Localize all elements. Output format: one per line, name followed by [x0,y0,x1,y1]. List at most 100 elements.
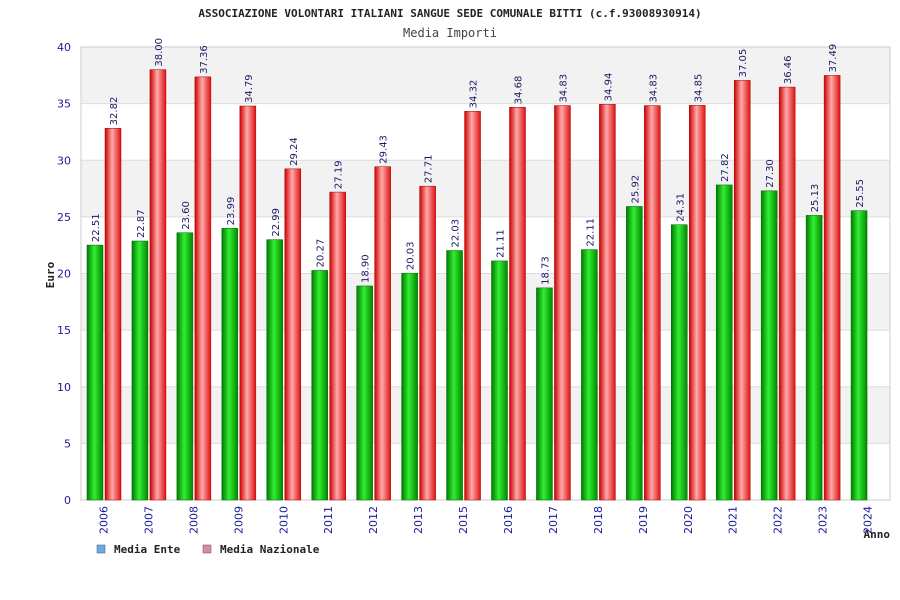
y-tick-label: 0 [64,494,71,507]
x-tick-label: 2013 [412,506,425,534]
x-tick-label: 2010 [277,506,290,534]
data-label: 34.85 [693,74,704,103]
x-tick-label: 2023 [817,506,830,534]
plot-band [81,273,890,331]
bar-media-ente-2021 [715,184,733,501]
data-label: 34.32 [469,80,480,109]
data-label: 34.83 [558,74,569,103]
data-label: 25.55 [855,179,866,208]
y-tick-label: 35 [57,98,71,111]
x-tick-label: 2019 [637,506,650,534]
plot-band [81,443,890,500]
data-label: 23.99 [226,197,237,226]
legend-label-media-nazionale: Media Nazionale [220,543,320,556]
y-axis-label: Euro [44,261,57,288]
x-tick-label: 2009 [232,506,245,534]
data-label: 38.00 [154,38,165,67]
data-label: 18.73 [540,256,551,285]
data-label: 22.51 [91,213,102,242]
bar-media-nazionale-2016 [509,106,526,501]
data-label: 32.82 [109,97,120,126]
plot-band [81,216,890,274]
data-label: 27.82 [720,153,731,182]
bar-media-nazionale-2017 [554,105,571,501]
data-label: 36.46 [783,55,794,84]
plot-band [81,47,890,104]
plot-band [81,330,890,387]
bar-media-ente-2006 [86,244,104,501]
bar-media-nazionale-2015 [464,111,481,501]
data-label: 34.94 [603,73,614,102]
bar-media-ente-2015 [446,250,463,501]
x-tick-label: 2022 [772,506,785,534]
x-tick-label: 2015 [457,506,470,534]
data-labels: 22.51 32.82 22.87 38.00 23.60 37.36 23.99 34.79… [91,38,866,285]
bar-media-ente-2013 [401,272,418,501]
x-tick-label: 2007 [142,506,155,534]
x-tick-label: 2006 [97,506,110,534]
x-tick-label: 2016 [502,506,515,534]
data-label: 29.24 [289,137,300,166]
data-label: 34.79 [244,74,255,103]
data-label: 20.27 [316,239,327,268]
data-label: 25.92 [630,175,641,204]
plot-band [81,103,890,161]
bar-media-nazionale-2010 [284,168,302,501]
data-label: 22.87 [136,209,147,238]
bar-media-nazionale-2019 [644,105,661,501]
data-label: 22.03 [451,219,462,248]
bar-media-nazionale-2022 [778,86,796,501]
bar-media-nazionale-2018 [599,104,616,501]
plot-band [81,386,890,444]
y-tick-label: 15 [57,324,71,337]
data-label: 20.03 [406,242,417,271]
legend-swatch-media-ente [96,544,106,554]
bar-media-nazionale-2011 [329,191,346,501]
data-label: 29.43 [379,135,390,164]
data-label: 22.11 [585,218,596,247]
chart-title: ASSOCIAZIONE VOLONTARI ITALIANI SANGUE S… [198,7,701,20]
data-label: 34.83 [648,74,659,103]
data-label: 27.19 [334,160,345,189]
legend-label-media-ente: Media Ente [114,543,181,556]
bar-media-ente-2008 [176,232,194,501]
y-tick-label: 30 [57,154,71,167]
plot-band [81,160,890,217]
x-axis-ticks: 2006 2007 2008 2009 2010 2011 2012 2013 2015 2016… [97,506,874,534]
bar-media-nazionale-2021 [733,80,751,501]
data-label: 24.31 [675,193,686,222]
bar-media-ente-2009 [221,228,239,501]
x-tick-label: 2008 [187,506,200,534]
bars [86,69,868,501]
y-axis-ticks: 0 5 10 15 20 25 30 35 40 [57,41,71,507]
bar-media-ente-2020 [671,224,688,501]
bar-media-nazionale-2008 [194,76,212,501]
bar-media-ente-2022 [760,190,778,501]
bar-media-ente-2017 [536,287,553,501]
plot-frame [80,46,891,501]
bar-media-ente-2018 [581,249,598,501]
data-label: 18.90 [361,254,372,283]
y-tick-label: 25 [57,211,71,224]
x-axis-label: Anno [864,528,891,541]
data-label: 23.60 [181,201,192,230]
bar-media-nazionale-2023 [823,75,841,501]
bar-media-nazionale-2009 [239,105,257,501]
y-tick-label: 20 [57,268,71,281]
x-tick-label: 2020 [682,506,695,534]
bar-media-ente-2023 [805,215,823,501]
legend-swatch-media-nazionale [202,544,212,554]
x-tick-label: 2021 [727,506,740,534]
data-label: 37.36 [199,45,210,74]
bar-media-nazionale-2020 [689,105,706,501]
data-label: 22.99 [271,208,282,237]
x-tick-label: 2024 [862,506,875,534]
y-tick-label: 5 [64,437,71,450]
data-label: 37.49 [828,44,839,73]
y-tick-label: 10 [57,381,71,394]
bar-media-ente-2019 [626,206,643,501]
bar-media-ente-2016 [491,260,508,501]
data-label: 37.05 [738,49,749,78]
data-label: 25.13 [810,184,821,213]
